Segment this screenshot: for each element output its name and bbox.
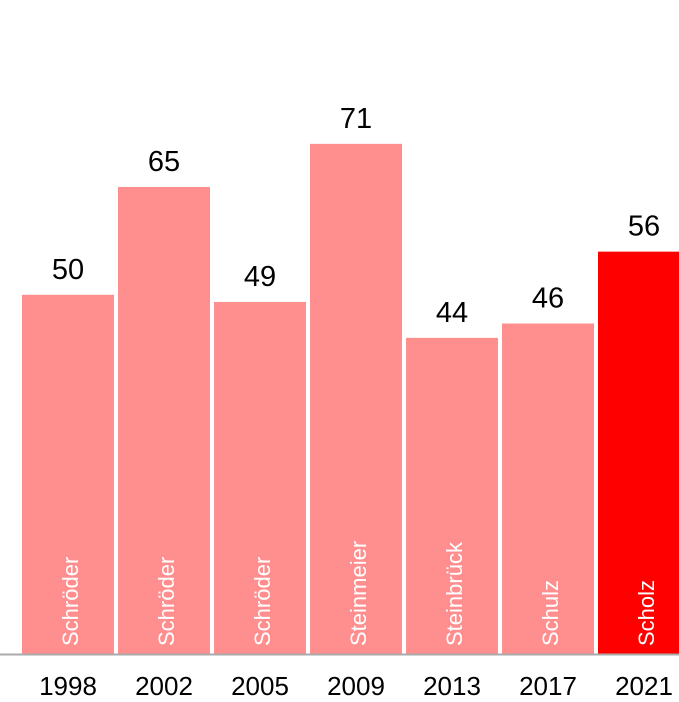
x-tick-label-2017: 2017 [519, 671, 577, 701]
candidate-label-2009: Steinmeier [346, 541, 371, 646]
candidate-label-2013: Steinbrück [442, 541, 467, 646]
x-tick-label-2013: 2013 [423, 671, 481, 701]
value-label-2021: 56 [628, 211, 660, 243]
value-label-2017: 46 [532, 282, 564, 314]
value-labels-group: 50 65 49 71 44 46 56 [52, 103, 660, 329]
candidate-label-2021: Scholz [634, 580, 659, 646]
value-label-2013: 44 [436, 297, 468, 329]
bar-1998 [22, 294, 114, 654]
bar-2021 [598, 251, 679, 654]
bar-2013 [406, 337, 498, 654]
value-label-2009: 71 [340, 103, 372, 135]
x-tick-label-2002: 2002 [135, 671, 193, 701]
value-label-1998: 50 [52, 254, 84, 286]
x-tick-label-2021: 2021 [615, 671, 673, 701]
x-tick-label-2005: 2005 [231, 671, 289, 701]
candidate-labels-group: Schröder Schröder Schröder Steinmeier Steinb… [58, 541, 659, 646]
value-label-2002: 65 [148, 146, 180, 178]
candidate-label-2002: Schröder [154, 557, 179, 646]
x-tick-label-2009: 2009 [327, 671, 385, 701]
bar-2017 [502, 323, 594, 654]
candidate-label-1998: Schröder [58, 557, 83, 646]
candidate-label-2017: Schulz [538, 580, 563, 646]
bar-2009 [310, 143, 402, 655]
bar-2002 [118, 186, 210, 654]
value-label-2005: 49 [244, 261, 276, 293]
x-tick-labels-group: 1998 2002 2005 2009 2013 2017 2021 [39, 671, 673, 701]
bars-group [22, 143, 679, 655]
x-tick-label-1998: 1998 [39, 671, 97, 701]
bar-2005 [214, 301, 306, 654]
candidate-label-2005: Schröder [250, 557, 275, 646]
